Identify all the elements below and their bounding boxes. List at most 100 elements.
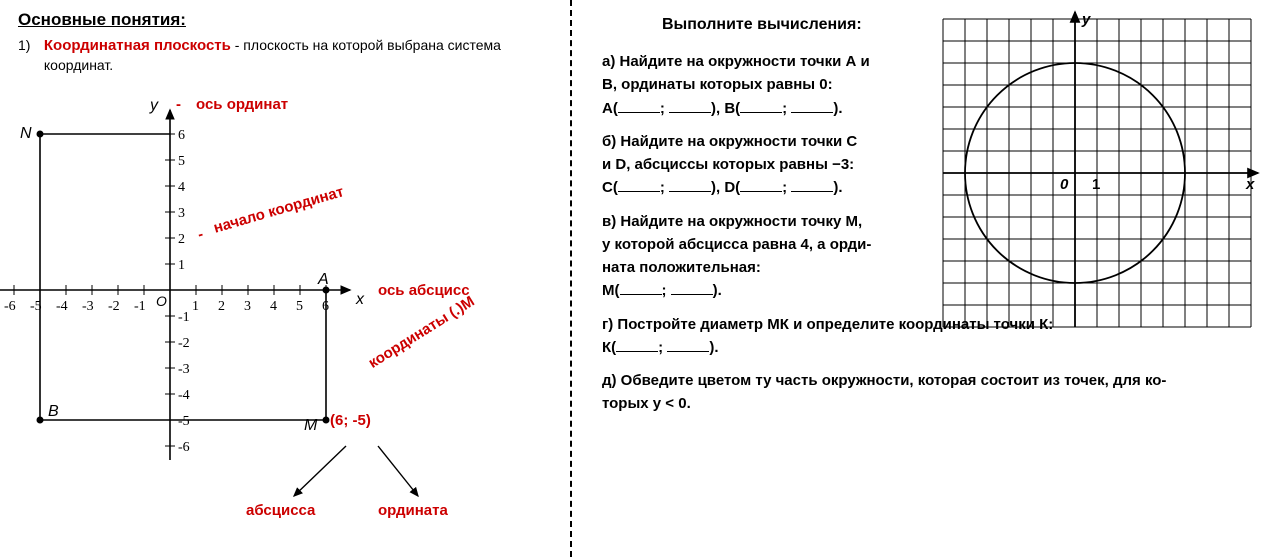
- x-axis-label: x: [355, 291, 365, 308]
- blank[interactable]: [669, 178, 711, 192]
- blank[interactable]: [791, 178, 833, 192]
- task-v-line1: в) Найдите на окружности точку М,: [602, 210, 952, 233]
- sep: ;: [662, 282, 667, 299]
- blank[interactable]: [667, 338, 709, 352]
- annotation-arrows: [294, 446, 418, 496]
- svg-text:-4: -4: [178, 388, 190, 403]
- ann-ordinate-axis: ось ординат: [196, 96, 288, 113]
- ann-ordinate-dash: -: [176, 96, 181, 113]
- sep: ;: [782, 100, 787, 117]
- svg-text:3: 3: [178, 206, 185, 221]
- svg-text:-2: -2: [108, 299, 120, 314]
- circle-grid-svg: 0 1 x y: [932, 8, 1262, 338]
- term-coord-plane: Координатная плоскость: [44, 37, 231, 54]
- svg-text:1: 1: [192, 299, 199, 314]
- main-heading: Основные понятия:: [18, 10, 560, 30]
- ann-abscissa-word: абсцисса: [246, 502, 315, 519]
- blank[interactable]: [791, 99, 833, 113]
- svg-text:-3: -3: [178, 362, 190, 377]
- sep: ;: [658, 339, 663, 356]
- task-v-line4: М(; ).: [602, 279, 952, 302]
- task-b-D: ), D(: [711, 179, 740, 196]
- definition-1: 1) Координатная плоскость - плоскость на…: [18, 36, 560, 75]
- blank[interactable]: [669, 99, 711, 113]
- blank[interactable]: [740, 99, 782, 113]
- y-ticks: 1 2 3 4 5 6 -1 -2 -3 -4 -5 -6: [165, 128, 190, 455]
- sep: ;: [782, 179, 787, 196]
- y-axis-label: y: [149, 97, 159, 114]
- svg-text:-6: -6: [4, 299, 16, 314]
- svg-text:-4: -4: [56, 299, 68, 314]
- blank[interactable]: [618, 178, 660, 192]
- plot-segments: [40, 134, 326, 420]
- svg-text:-6: -6: [178, 440, 190, 455]
- task-v-M: М(: [602, 282, 620, 299]
- item-number: 1): [18, 36, 40, 55]
- svg-text:2: 2: [218, 299, 225, 314]
- task-a-line3: А(; ), В(; ).: [602, 97, 952, 120]
- origin-label: O: [156, 293, 167, 309]
- close: ).: [709, 339, 718, 356]
- task-b-C: С(: [602, 179, 618, 196]
- page-root: Основные понятия: 1) Координатная плоско…: [0, 0, 1280, 557]
- svg-text:-5: -5: [178, 414, 190, 429]
- ann-ordinate-word: ордината: [378, 502, 448, 519]
- close: ).: [833, 100, 842, 117]
- ann-point-m-value: (6; -5): [330, 412, 371, 429]
- origin-0: 0: [1060, 176, 1069, 193]
- blank[interactable]: [671, 281, 713, 295]
- blank[interactable]: [620, 281, 662, 295]
- sep: ;: [660, 179, 665, 196]
- coordinate-plot: x y O -6 -5 -4 -3 -2 -1 1: [0, 90, 560, 550]
- svg-text:5: 5: [178, 154, 185, 169]
- task-a-line1: а) Найдите на окружности точки А и: [602, 50, 952, 73]
- unit-1: 1: [1092, 176, 1100, 193]
- task-a-A: А(: [602, 100, 618, 117]
- task-g-line2: К(; ).: [602, 336, 1242, 359]
- svg-text:-1: -1: [134, 299, 146, 314]
- left-column: Основные понятия: 1) Координатная плоско…: [0, 0, 570, 557]
- task-b-line1: б) Найдите на окружности точки С: [602, 130, 952, 153]
- svg-text:4: 4: [270, 299, 277, 314]
- svg-text:A: A: [317, 271, 329, 288]
- task-g-K: К(: [602, 339, 616, 356]
- close: ).: [713, 282, 722, 299]
- sep: ;: [660, 100, 665, 117]
- svg-text:B: B: [48, 403, 59, 420]
- svg-text:-2: -2: [178, 336, 190, 351]
- svg-text:2: 2: [178, 232, 185, 247]
- task-v: в) Найдите на окружности точку М, у кото…: [602, 210, 952, 303]
- svg-text:4: 4: [178, 180, 185, 195]
- blank[interactable]: [616, 338, 658, 352]
- task-a-B: ), В(: [711, 100, 740, 117]
- svg-text:-1: -1: [178, 310, 190, 325]
- plot-points: N A B M: [20, 125, 330, 434]
- task-b: б) Найдите на окружности точки С и D, аб…: [602, 130, 952, 200]
- task-a-line2: В, ординаты которых равны 0:: [602, 73, 952, 96]
- task-v-line3: ната положительная:: [602, 256, 952, 279]
- svg-text:M: M: [304, 417, 318, 434]
- coord-plane-svg: x y O -6 -5 -4 -3 -2 -1 1: [0, 90, 560, 550]
- task-d: д) Обведите цветом ту часть окружности, …: [602, 369, 1242, 416]
- svg-text:6: 6: [178, 128, 185, 143]
- svg-text:3: 3: [244, 299, 251, 314]
- task-v-line2: у которой абсцисса равна 4, а орди-: [602, 233, 952, 256]
- svg-text:-3: -3: [82, 299, 94, 314]
- svg-text:1: 1: [178, 258, 185, 273]
- task-b-line3: С(; ), D(; ).: [602, 176, 952, 199]
- y-label: y: [1081, 11, 1091, 28]
- circle-grid: 0 1 x y: [932, 8, 1262, 338]
- task-b-line2: и D, абсциссы которых равны −3:: [602, 153, 952, 176]
- svg-text:N: N: [20, 125, 32, 142]
- right-column: Выполните вычисления: а) Найдите на окру…: [572, 0, 1280, 557]
- close: ).: [833, 179, 842, 196]
- task-d-line2: торых у < 0.: [602, 392, 1242, 415]
- svg-text:5: 5: [296, 299, 303, 314]
- ann-abscissa-axis: ось абсцисс: [378, 282, 470, 299]
- blank[interactable]: [740, 178, 782, 192]
- blank[interactable]: [618, 99, 660, 113]
- definition-body: Координатная плоскость - плоскость на ко…: [44, 36, 554, 75]
- task-d-line1: д) Обведите цветом ту часть окружности, …: [602, 369, 1242, 392]
- task-a: а) Найдите на окружности точки А и В, ор…: [602, 50, 952, 120]
- x-label: x: [1245, 176, 1255, 193]
